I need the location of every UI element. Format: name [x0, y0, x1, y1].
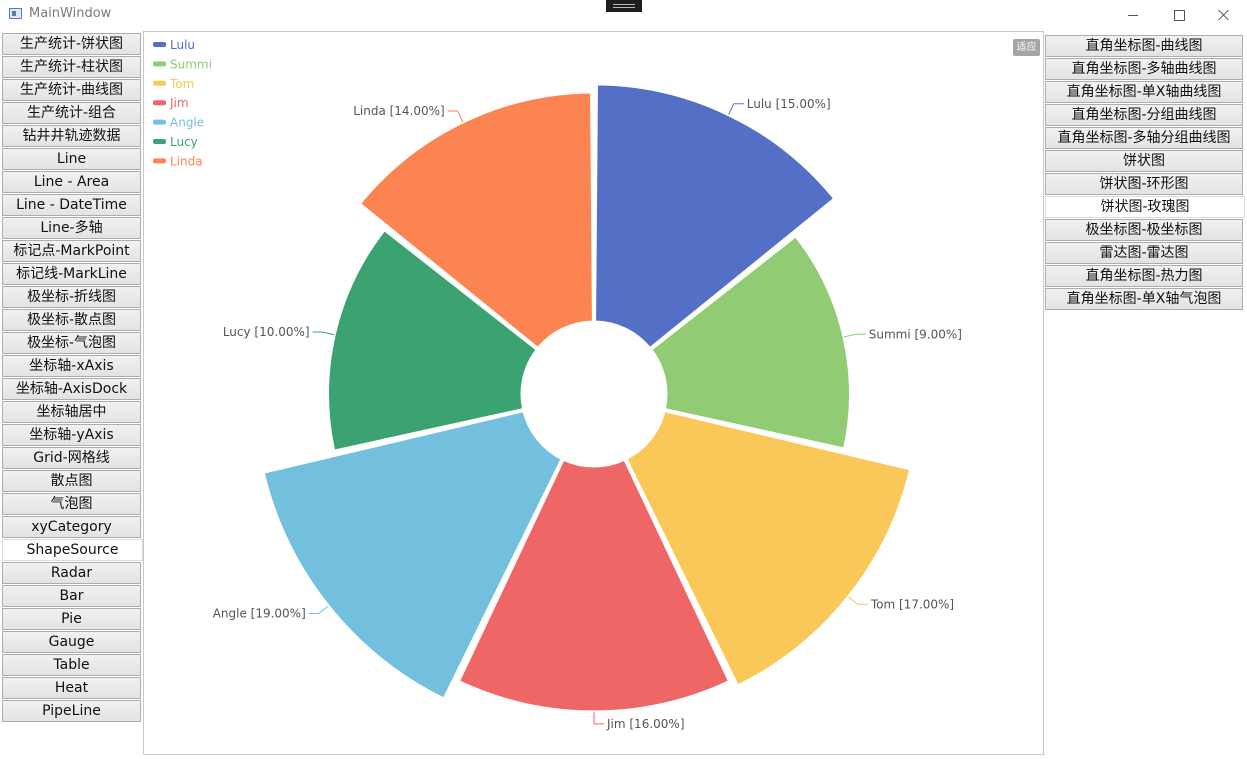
right-nav-button-7[interactable]: 饼状图-玫瑰图: [1045, 196, 1245, 218]
left-nav-button-11[interactable]: 极坐标-折线图: [2, 286, 141, 308]
window-title: MainWindow: [29, 6, 112, 21]
left-nav-button-21[interactable]: xyCategory: [2, 516, 141, 538]
drag-handle[interactable]: [606, 0, 642, 12]
legend-item[interactable]: Angle: [170, 116, 204, 130]
slice-label: Linda [14.00%]: [353, 104, 445, 118]
left-nav-button-22[interactable]: ShapeSource: [2, 539, 143, 561]
leader-line: [312, 331, 335, 336]
left-nav-button-17[interactable]: 坐标轴-yAxis: [2, 424, 141, 446]
right-nav-button-9[interactable]: 雷达图-雷达图: [1045, 242, 1243, 264]
rose-slice-angle[interactable]: [261, 408, 565, 702]
rose-slice-linda[interactable]: [357, 90, 595, 351]
leader-line: [848, 596, 868, 605]
legend-swatch[interactable]: [153, 61, 166, 67]
left-nav-button-18[interactable]: Grid-网格线: [2, 447, 141, 469]
left-nav-button-8[interactable]: Line-多轴: [2, 217, 141, 239]
left-nav-button-0[interactable]: 生产统计-饼状图: [2, 33, 141, 55]
left-nav-button-6[interactable]: Line - Area: [2, 171, 141, 193]
app-icon: [9, 8, 22, 19]
left-nav-button-23[interactable]: Radar: [2, 562, 141, 584]
left-nav-button-4[interactable]: 钻井井轨迹数据: [2, 125, 141, 147]
left-nav-button-15[interactable]: 坐标轴-AxisDock: [2, 378, 141, 400]
slice-label: Jim [16.00%]: [606, 717, 685, 731]
left-nav-button-20[interactable]: 气泡图: [2, 493, 141, 515]
left-nav-button-2[interactable]: 生产统计-曲线图: [2, 79, 141, 101]
rose-slice-jim[interactable]: [456, 457, 732, 714]
right-nav-button-10[interactable]: 直角坐标图-热力图: [1045, 265, 1243, 287]
legend-swatch[interactable]: [153, 80, 166, 86]
legend-item[interactable]: Lucy: [170, 135, 198, 149]
left-nav-button-16[interactable]: 坐标轴居中: [2, 401, 141, 423]
fit-button[interactable]: 适应: [1013, 39, 1040, 56]
legend-swatch[interactable]: [153, 158, 166, 164]
rose-slice-lucy[interactable]: [326, 227, 540, 453]
legend-item[interactable]: Tom: [169, 77, 194, 91]
legend-item[interactable]: Lulu: [170, 38, 195, 52]
legend-swatch[interactable]: [153, 139, 166, 144]
left-nav-button-5[interactable]: Line: [2, 148, 141, 170]
legend-swatch[interactable]: [153, 42, 166, 47]
left-nav-button-9[interactable]: 标记点-MarkPoint: [2, 240, 141, 262]
left-nav-button-7[interactable]: Line - DateTime: [2, 194, 141, 216]
left-nav-button-12[interactable]: 极坐标-散点图: [2, 309, 141, 331]
left-nav-button-26[interactable]: Gauge: [2, 631, 141, 653]
slice-label: Lulu [15.00%]: [747, 97, 831, 111]
right-nav-button-4[interactable]: 直角坐标图-多轴分组曲线图: [1045, 127, 1243, 149]
left-nav-button-25[interactable]: Pie: [2, 608, 141, 630]
legend-item[interactable]: Jim: [169, 96, 189, 110]
left-nav: 生产统计-饼状图 生产统计-柱状图 生产统计-曲线图 生产统计-组合 钻井井轨迹数据 Li…: [2, 33, 143, 723]
minimize-button[interactable]: [1110, 0, 1156, 30]
leader-line: [843, 333, 866, 338]
right-nav-button-5[interactable]: 饼状图: [1045, 150, 1243, 172]
legend-swatch[interactable]: [153, 100, 166, 106]
slice-label: Angle [19.00%]: [213, 606, 306, 620]
maximize-button[interactable]: [1156, 0, 1202, 30]
left-nav-button-24[interactable]: Bar: [2, 585, 141, 607]
left-nav-button-10[interactable]: 标记线-MarkLine: [2, 263, 141, 285]
leader-line: [308, 605, 329, 614]
left-nav-button-14[interactable]: 坐标轴-xAxis: [2, 355, 141, 377]
slice-label: Tom [17.00%]: [870, 597, 954, 611]
minimize-icon: [1128, 14, 1138, 16]
left-nav-button-1[interactable]: 生产统计-柱状图: [2, 56, 141, 78]
leader-line: [728, 103, 744, 115]
leader-line: [593, 711, 604, 725]
rose-slice-summi[interactable]: [648, 233, 852, 451]
right-nav-button-8[interactable]: 极坐标图-极坐标图: [1045, 219, 1243, 241]
right-nav-button-3[interactable]: 直角坐标图-分组曲线图: [1045, 104, 1243, 126]
right-nav-button-11[interactable]: 直角坐标图-单X轴气泡图: [1045, 288, 1243, 310]
right-nav-button-1[interactable]: 直角坐标图-多轴曲线图: [1045, 58, 1243, 80]
legend-item[interactable]: Summi: [170, 57, 212, 71]
title-bar: MainWindow: [0, 0, 1247, 30]
slice-label: Lucy [10.00%]: [223, 325, 310, 339]
right-nav: 直角坐标图-曲线图 直角坐标图-多轴曲线图 直角坐标图-单X轴曲线图 直角坐标图-分组…: [1045, 35, 1245, 311]
slice-label: Summi [9.00%]: [869, 327, 962, 341]
left-nav-button-27[interactable]: Table: [2, 654, 141, 676]
legend-item[interactable]: Linda: [170, 154, 203, 168]
leader-line: [447, 110, 464, 123]
left-nav-button-19[interactable]: 散点图: [2, 470, 141, 492]
right-nav-button-0[interactable]: 直角坐标图-曲线图: [1045, 35, 1243, 57]
rose-slice-tom[interactable]: [623, 408, 913, 689]
left-nav-button-13[interactable]: 极坐标-气泡图: [2, 332, 141, 354]
right-nav-button-2[interactable]: 直角坐标图-单X轴曲线图: [1045, 81, 1243, 103]
left-nav-button-28[interactable]: Heat: [2, 677, 141, 699]
right-nav-button-6[interactable]: 饼状图-环形图: [1045, 173, 1243, 195]
maximize-icon: [1173, 9, 1185, 21]
left-nav-button-3[interactable]: 生产统计-组合: [2, 102, 141, 124]
rose-slice-lulu[interactable]: [593, 82, 838, 351]
left-nav-button-29[interactable]: PipeLine: [2, 700, 141, 722]
legend-swatch[interactable]: [153, 119, 166, 125]
